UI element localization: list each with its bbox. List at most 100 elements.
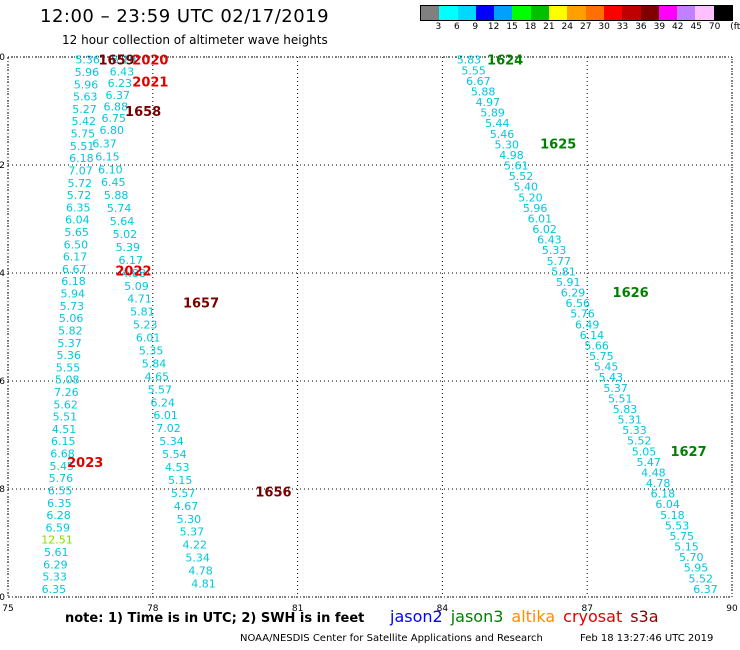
wave-height-tracks: 5.365.965.965.635.275.425.755.516.187.07… (41, 54, 717, 596)
colorbar-swatch (658, 6, 678, 20)
wave-height-value: 5.45 (49, 460, 74, 473)
track-right: 5.835.556.675.884.975.895.445.465.304.98… (457, 54, 718, 596)
colorbar-swatch (603, 6, 623, 20)
wave-height-value: 6.18 (69, 152, 94, 165)
track-mid: 6.376.156.106.455.885.745.645.025.396.17… (92, 137, 215, 590)
wave-height-value: 4.98 (499, 149, 524, 162)
lon-tick-label: 81 (292, 604, 303, 614)
wave-height-value: 6.01 (528, 212, 553, 225)
wave-height-value: 5.23 (133, 319, 158, 332)
wave-height-value: 5.84 (142, 357, 167, 370)
wave-height-value: 5.36 (57, 349, 82, 362)
wave-height-value: 6.24 (150, 396, 175, 409)
wave-height-value: 6.43 (110, 65, 135, 78)
colorbar-swatch (640, 6, 659, 20)
wave-height-value: 5.54 (162, 448, 187, 461)
footer-note: note: 1) Time is in UTC; 2) SWH is in fe… (65, 611, 365, 626)
wave-height-value: 5.72 (68, 177, 93, 190)
wave-height-value: 5.65 (64, 226, 89, 239)
wave-height-value: 5.88 (471, 85, 496, 98)
wave-height-value: 5.95 (684, 562, 709, 575)
wave-height-value: 6.04 (655, 498, 680, 511)
colorbar-swatch (677, 6, 696, 20)
lon-tick-label: 90 (726, 604, 738, 614)
wave-height-value: 4.81 (191, 578, 216, 591)
page-title: 12:00 – 23:59 UTC 02/17/2019 (40, 6, 330, 27)
wave-height-value: 5.74 (107, 202, 132, 215)
wave-height-value: 6.50 (64, 238, 89, 251)
wave-height-value: 5.33 (622, 424, 647, 437)
wave-height-value: 4.22 (182, 539, 207, 552)
colorbar-label: 27 (579, 22, 592, 32)
pass-label: 1658 (125, 105, 161, 120)
wave-height-value: 5.46 (490, 128, 515, 141)
wave-height-value: 5.27 (72, 103, 97, 116)
wave-height-value: 5.73 (60, 300, 85, 313)
wave-height-value: 5.81 (551, 265, 576, 278)
colorbar-swatch (567, 6, 586, 20)
footer-timestamp: Feb 18 13:27:46 UTC 2019 (580, 633, 714, 644)
colorbar (420, 5, 733, 21)
legend-entry-jason3: jason3 (450, 607, 504, 626)
wave-height-value: 5.51 (70, 140, 95, 153)
wave-height-value: 5.57 (148, 383, 173, 396)
wave-height-value: 5.30 (177, 513, 202, 526)
lat-tick-label: 20 (0, 593, 5, 603)
colorbar-label: 70 (708, 22, 721, 32)
wave-height-value: 6.67 (62, 263, 87, 276)
colorbar-swatch (475, 6, 495, 20)
colorbar-label: 33 (616, 22, 629, 32)
map-frame (7, 56, 733, 598)
wave-height-value: 6.01 (153, 409, 178, 422)
wave-height-value: 4.48 (641, 466, 666, 479)
wave-height-value: 5.51 (53, 411, 78, 424)
legend-entry-cryosat: cryosat (563, 607, 623, 626)
lat-tick-label: 12 (0, 161, 5, 171)
wave-height-value: 5.96 (523, 202, 548, 215)
wave-height-value: 5.31 (618, 414, 643, 427)
wave-height-value: 5.81 (130, 306, 155, 319)
wave-height-value: 5.96 (75, 66, 100, 79)
wave-height-value: 6.04 (65, 214, 90, 227)
wave-height-value: 5.37 (180, 526, 205, 539)
wave-height-value: 6.56 (565, 297, 590, 310)
wave-height-value: 5.44 (485, 117, 510, 130)
wave-height-value: 6.35 (66, 201, 91, 214)
wave-height-value: 5.76 (570, 308, 595, 321)
colorbar-label: 18 (524, 22, 537, 32)
wave-height-value: 5.52 (509, 170, 534, 183)
wave-height-value: 6.55 (48, 484, 73, 497)
lon-tick-label: 84 (437, 604, 449, 614)
wave-height-value: 6.45 (101, 176, 126, 189)
pass-label: 1657 (183, 297, 219, 312)
wave-height-value: 7.07 (68, 164, 93, 177)
colorbar-label: (ft) (730, 22, 740, 32)
colorbar-label: 30 (598, 22, 610, 32)
pass-label: 2020 (132, 54, 168, 69)
wave-height-value: 5.08 (55, 374, 80, 387)
pass-label: 1624 (487, 54, 523, 69)
colorbar-label: 3 (435, 22, 442, 32)
colorbar-label: 24 (561, 22, 574, 32)
wave-height-value: 5.45 (594, 361, 619, 374)
pass-label: 1625 (540, 137, 576, 152)
colorbar-swatch (695, 6, 714, 20)
colorbar-swatch (512, 6, 531, 20)
wave-height-value: 4.65 (145, 370, 170, 383)
colorbar-swatch (439, 6, 458, 20)
wave-height-value: 5.63 (73, 91, 98, 104)
legend-entry-altika: altika (511, 607, 556, 626)
wave-height-value: 5.15 (168, 474, 193, 487)
wave-height-value: 5.15 (674, 541, 699, 554)
wave-height-value: 5.34 (185, 552, 210, 565)
wave-height-value: 6.10 (112, 54, 137, 67)
pass-label: 1656 (255, 486, 291, 501)
wave-height-value: 6.18 (651, 488, 676, 501)
wave-height-value: 6.18 (61, 275, 86, 288)
track-left: 5.365.965.965.635.275.425.755.516.187.07… (41, 54, 100, 596)
wave-height-value: 5.75 (589, 350, 614, 363)
wave-height-value: 5.39 (116, 241, 141, 254)
wave-height-value: 6.43 (537, 234, 562, 247)
colorbar-label: 21 (543, 22, 555, 32)
